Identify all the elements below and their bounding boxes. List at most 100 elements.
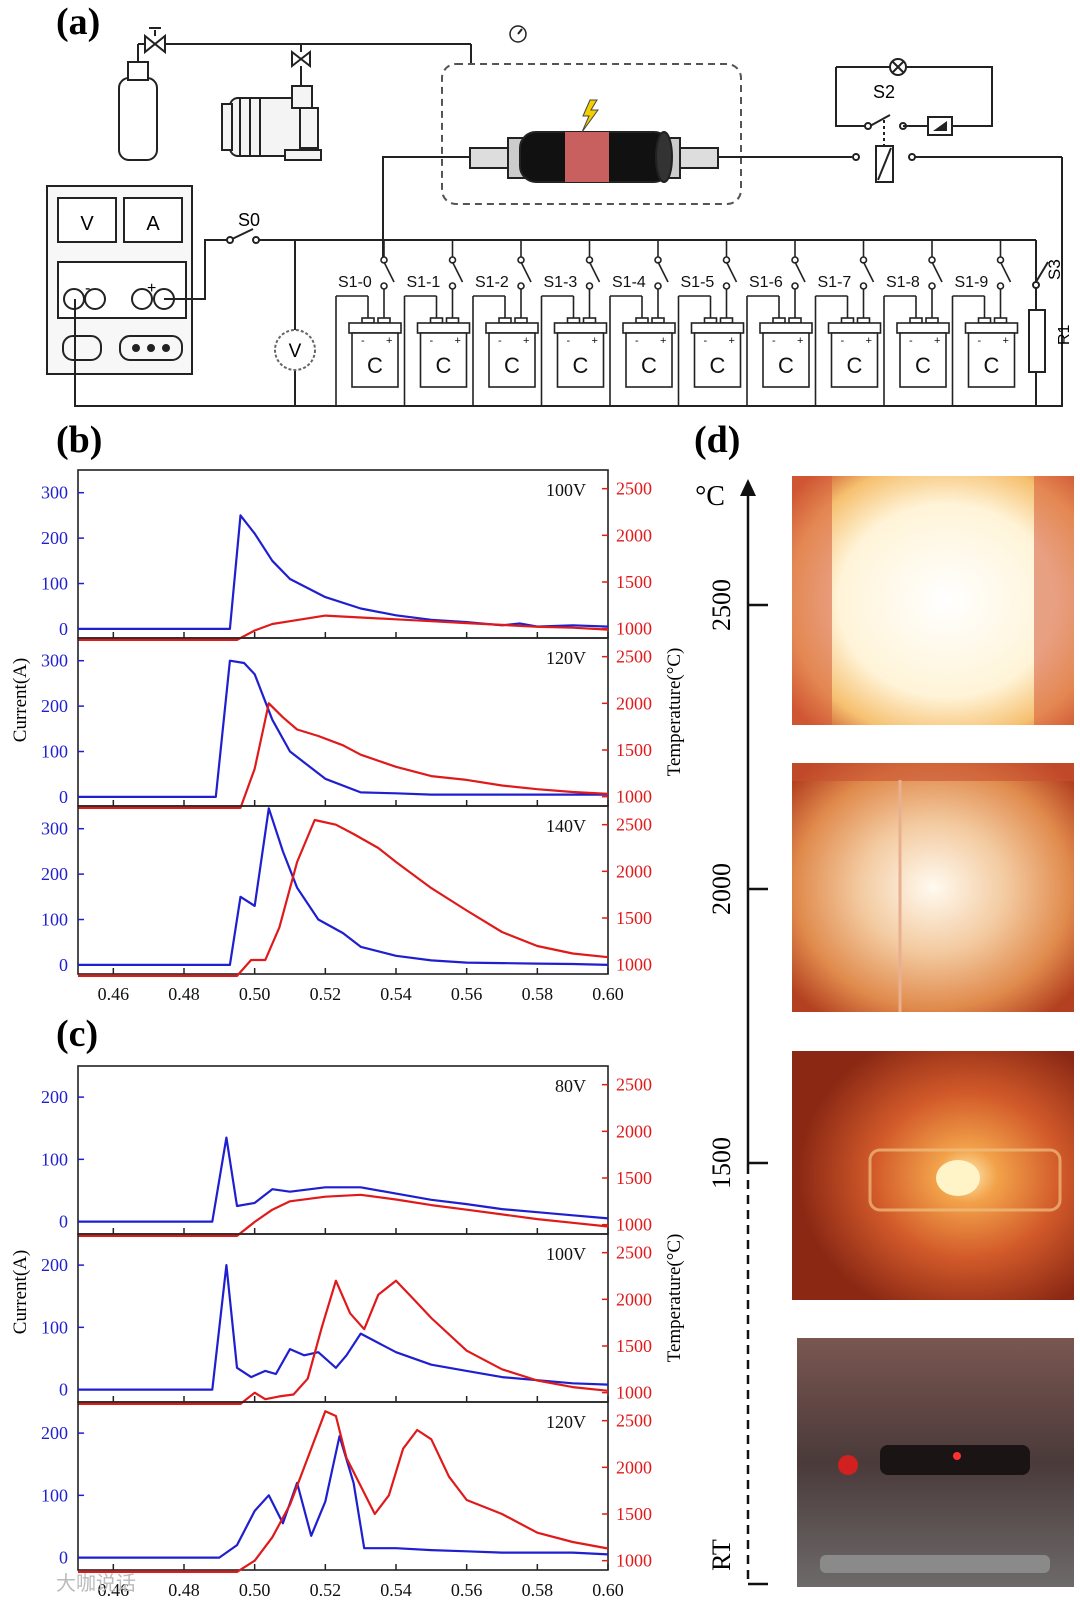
capacitor-label: C <box>641 353 657 378</box>
current-tick-label: 200 <box>41 1255 68 1275</box>
x-tick-label: 0.54 <box>380 984 412 1004</box>
capacitor-plus-label: + <box>455 335 461 347</box>
current-line <box>78 1435 609 1559</box>
scale-tick-1500: 1500 <box>707 1137 736 1189</box>
panel-label-d: (d) <box>694 419 740 461</box>
vacuum-pump-icon <box>221 44 322 161</box>
temperature-tick-label: 2000 <box>616 1457 652 1477</box>
capacitor-label: C <box>778 353 794 378</box>
temperature-tick-label: 2000 <box>616 693 652 713</box>
switch-label: S1-9 <box>955 274 989 291</box>
circuit-diagram <box>46 25 1063 407</box>
capacitor-plus-label: + <box>866 335 872 347</box>
temperature-tick-label: 2000 <box>616 1121 652 1141</box>
current-axis-title-b: Current(A) <box>10 658 31 742</box>
x-tick-label: 0.48 <box>168 1580 200 1600</box>
temperature-tick-label: 2000 <box>616 861 652 881</box>
supply-plus-label: + <box>147 280 156 297</box>
chart-b-140V: 0 100 200 300 1000 1500 2000 2500 0.46 0.48 0.50 0.… <box>41 805 652 1004</box>
gas-bottle-icon <box>118 44 158 161</box>
capacitor-unit <box>677 240 745 406</box>
current-line <box>78 514 609 631</box>
current-tick-label: 300 <box>41 819 68 839</box>
capacitor-plus-label: + <box>592 335 598 347</box>
temperature-tick-label: 1000 <box>616 1215 652 1235</box>
temperature-tick-label: 1500 <box>616 1504 652 1524</box>
temperature-tick-label: 2000 <box>616 525 652 545</box>
sample-chamber <box>441 63 742 205</box>
temperature-tick-label: 1000 <box>616 955 652 975</box>
lightning-icon <box>581 99 599 133</box>
chart-voltage-label: 80V <box>555 1076 586 1096</box>
temperature-tick-label: 2500 <box>616 647 652 667</box>
capacitor-label: C <box>915 353 931 378</box>
temperature-tick-label: 2500 <box>616 815 652 835</box>
gauge-icon <box>509 25 527 43</box>
x-tick-label: 0.56 <box>451 984 483 1004</box>
chart-b-120V: 0 100 200 300 1000 1500 2000 2500 120V <box>41 637 652 810</box>
scale-unit: °C <box>695 481 725 512</box>
panel-label-a: (a) <box>56 1 100 43</box>
temperature-line <box>78 1193 609 1238</box>
current-tick-label: 0 <box>59 787 68 807</box>
current-tick-label: 0 <box>59 955 68 975</box>
sample-icon <box>469 131 719 183</box>
meter-a-label: A <box>146 213 160 235</box>
photo-1500 <box>792 1051 1074 1300</box>
valve-icon <box>144 27 166 55</box>
current-line <box>78 807 609 967</box>
x-tick-label: 0.58 <box>522 1580 554 1600</box>
x-tick-label: 0.46 <box>98 1580 130 1600</box>
capacitor-unit <box>951 240 1019 406</box>
temperature-tick-label: 1500 <box>616 1336 652 1356</box>
current-tick-label: 0 <box>59 619 68 639</box>
current-tick-label: 0 <box>59 1212 68 1232</box>
switch-label: S1-5 <box>681 274 715 291</box>
chart-c-80V: 0 100 200 1000 1500 2000 2500 80V <box>41 1065 652 1238</box>
x-tick-label: 0.60 <box>592 1580 624 1600</box>
capacitor-minus-label: - <box>361 335 365 347</box>
s3-label: S3 <box>1045 259 1064 280</box>
photo-rt <box>797 1338 1074 1587</box>
switch-label: S1-3 <box>544 274 578 291</box>
arrow-up-icon <box>740 479 756 496</box>
current-line <box>78 1263 609 1391</box>
current-tick-label: 100 <box>41 574 68 594</box>
chart-voltage-label: 120V <box>546 1412 586 1432</box>
switch-label: S1-7 <box>818 274 852 291</box>
current-tick-label: 100 <box>41 1485 68 1505</box>
resistor-icon <box>1028 309 1046 373</box>
s2-label: S2 <box>873 82 895 102</box>
s0-label: S0 <box>238 210 260 230</box>
x-tick-label: 0.54 <box>380 1580 412 1600</box>
temperature-tick-label: 2500 <box>616 1243 652 1263</box>
photo-2000 <box>792 763 1074 1012</box>
capacitor-label: C <box>847 353 863 378</box>
capacitor-unit <box>746 240 813 406</box>
capacitor-plus-label: + <box>1003 335 1009 347</box>
temperature-tick-label: 1500 <box>616 1168 652 1188</box>
x-tick-label: 0.50 <box>239 984 271 1004</box>
temperature-axis-title-c: Temperature(°C) <box>664 1234 685 1363</box>
supply-minus-label: - <box>85 280 90 297</box>
scale-tick-2000: 2000 <box>707 863 736 915</box>
current-tick-label: 200 <box>41 696 68 716</box>
plot-frame <box>77 1065 609 1235</box>
temperature-tick-label: 2500 <box>616 479 652 499</box>
capacitor-plus-label: + <box>934 335 940 347</box>
capacitor-minus-label: - <box>909 335 913 347</box>
temperature-line <box>78 818 609 978</box>
panel-label-c: (c) <box>56 1013 98 1055</box>
temperature-line <box>78 1410 609 1574</box>
capacitor-bank: S1-0- +CS1-1- +CS1-2- +CS1-3- +CS1-4- +CS1-5-… <box>335 240 1019 406</box>
temperature-tick-label: 1500 <box>616 572 652 592</box>
chart-voltage-label: 120V <box>546 648 586 668</box>
current-tick-label: 0 <box>59 1380 68 1400</box>
x-tick-label: 0.52 <box>310 984 342 1004</box>
current-line <box>78 1136 609 1223</box>
temperature-scale <box>740 479 768 1586</box>
current-tick-label: 200 <box>41 864 68 884</box>
switch-label: S1-2 <box>475 274 509 291</box>
switch-label: S1-0 <box>338 274 372 291</box>
r1-label: R1 <box>1056 324 1073 345</box>
